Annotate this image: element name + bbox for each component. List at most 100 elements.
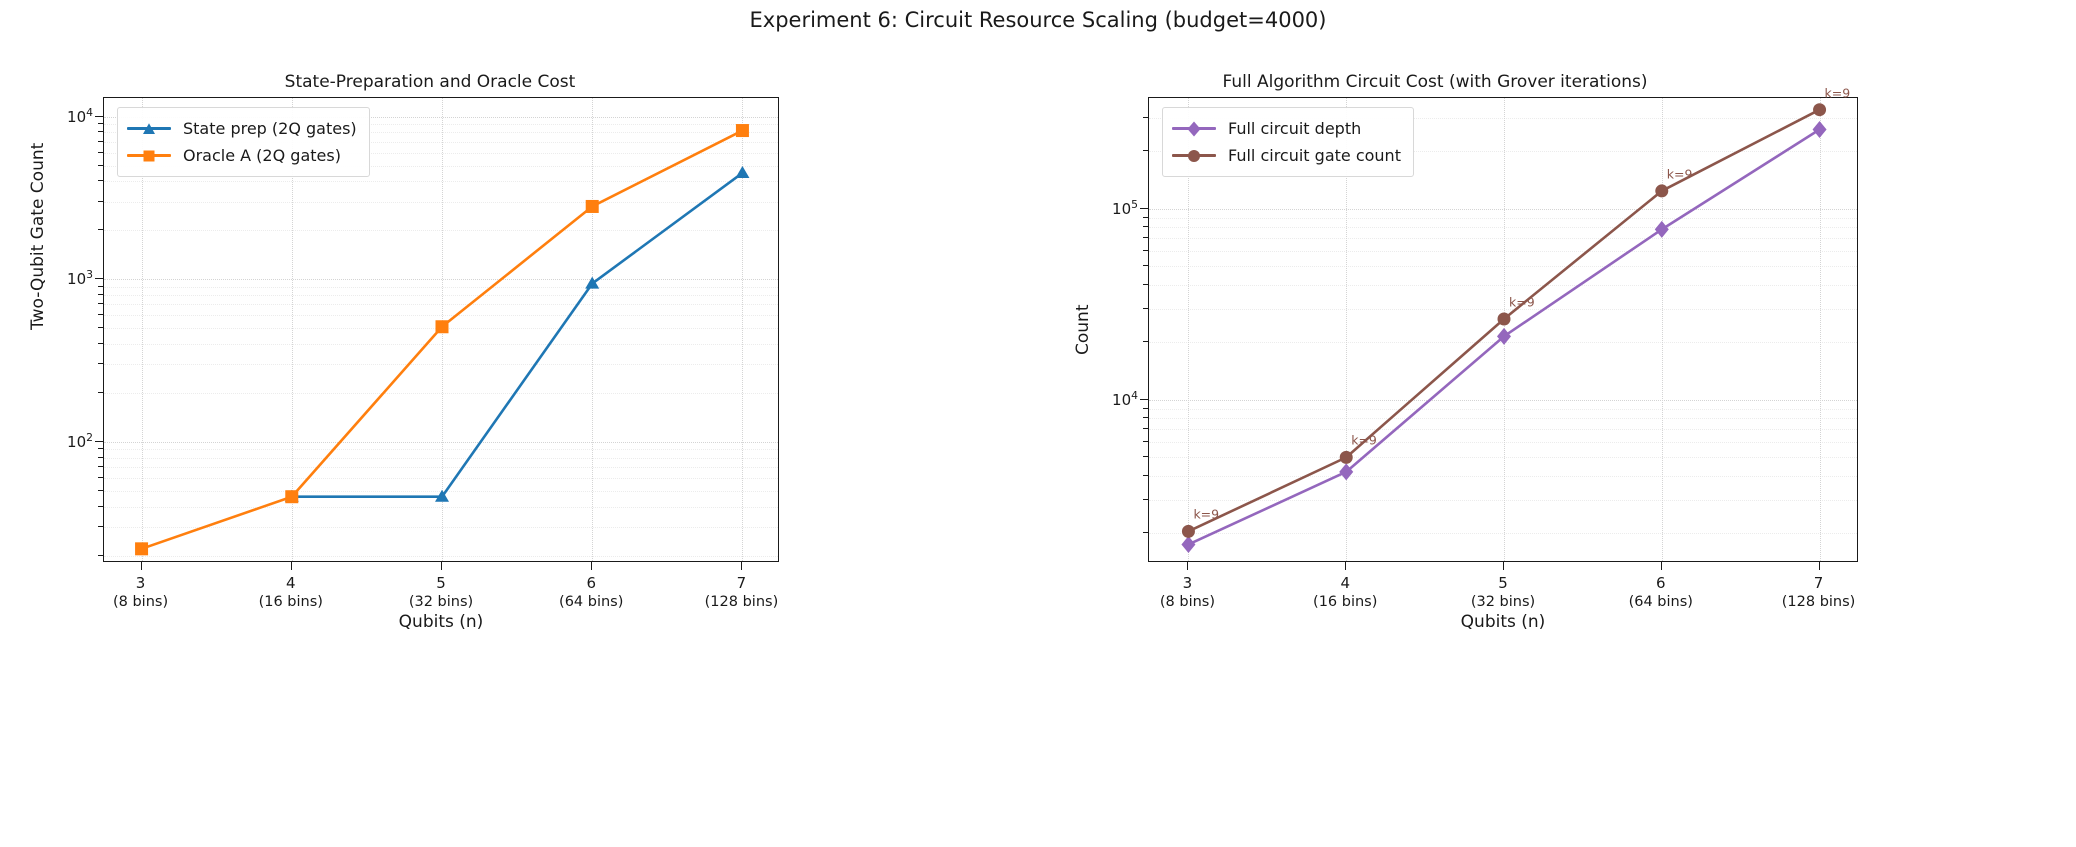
oracle-a-marker-icon [127, 148, 171, 164]
series-line [291, 171, 744, 499]
x-tick-label: 5 (32 bins) [1471, 574, 1535, 611]
x-tick-mark [1503, 562, 1504, 570]
data-point-marker [135, 542, 149, 556]
y-tick-mark [98, 391, 103, 393]
y-tick-mark [98, 122, 103, 124]
x-tick-primary: 3 [1182, 574, 1193, 592]
data-point-marker [435, 489, 449, 502]
y-tick-mark [98, 200, 103, 202]
data-point-marker [1654, 220, 1669, 238]
x-tick-primary: 3 [135, 574, 146, 592]
full-depth-marker-icon [1172, 121, 1216, 137]
x-tick-sublabel: (16 bins) [258, 593, 323, 610]
y-tick-mark [1143, 428, 1148, 430]
point-annotation: k=9 [1824, 85, 1851, 101]
data-point-marker [735, 124, 749, 138]
y-tick-mark [1143, 407, 1148, 409]
x-tick-mark [140, 562, 142, 570]
x-tick-sublabel: (32 bins) [408, 593, 474, 610]
y-tick-mark [98, 489, 103, 491]
left-y-axis-label: Two-Qubit Gate Count [28, 142, 48, 330]
point-annotation: k=9 [1351, 432, 1377, 448]
right-axes [1148, 97, 1858, 562]
x-tick-mark [1187, 562, 1189, 570]
data-point-marker [585, 276, 600, 289]
x-tick-primary: 4 [285, 574, 296, 592]
y-tick-mark [98, 363, 103, 365]
x-tick-sublabel: (8 bins) [112, 593, 169, 610]
y-tick-mark [1143, 237, 1148, 239]
y-tick-mark [1143, 532, 1148, 534]
data-point-marker [1339, 463, 1354, 481]
x-tick-label: 7 (128 bins) [705, 574, 779, 611]
y-tick-mark [1143, 116, 1148, 118]
x-tick-mark [290, 562, 292, 570]
y-tick-mark [98, 131, 103, 133]
y-tick-mark [98, 554, 103, 556]
x-tick-label: 3 (8 bins) [113, 574, 168, 611]
point-annotation: k=9 [1193, 506, 1220, 522]
x-tick-mark [1660, 562, 1662, 570]
data-point-marker [585, 199, 599, 213]
x-tick-primary: 5 [436, 574, 446, 592]
data-point-marker [1497, 327, 1511, 345]
y-tick-label: 105 [1112, 197, 1138, 218]
y-tick-mark [1143, 456, 1148, 458]
y-tick-mark [98, 448, 103, 450]
y-tick-label: 103 [67, 268, 93, 289]
data-point-marker [735, 165, 750, 178]
y-tick-mark [95, 115, 103, 117]
x-tick-sublabel: (32 bins) [1470, 593, 1536, 610]
y-tick-mark [98, 293, 103, 295]
y-tick-mark [1140, 398, 1148, 400]
data-point-marker [1813, 103, 1827, 117]
y-tick-mark [1143, 341, 1148, 343]
x-tick-primary: 6 [1655, 574, 1666, 592]
x-tick-primary: 7 [736, 574, 747, 592]
x-tick-label: 6 (64 bins) [1629, 574, 1693, 611]
y-tick-label: 104 [1112, 388, 1138, 409]
left-x-axis-label: Qubits (n) [398, 612, 484, 632]
legend-item-full-gate-count[interactable]: Full circuit gate count [1172, 142, 1401, 169]
data-point-marker [1497, 312, 1511, 326]
left-legend[interactable]: State prep (2Q gates) Oracle A (2Q gates… [117, 107, 370, 177]
x-tick-label: 5 (32 bins) [409, 574, 473, 611]
data-point-marker [1339, 450, 1353, 464]
y-tick-mark [98, 164, 103, 166]
x-tick-label: 6 (64 bins) [559, 574, 623, 611]
legend-item-oracle-a[interactable]: Oracle A (2Q gates) [127, 142, 357, 169]
y-tick-label: 104 [67, 105, 93, 126]
y-tick-mark [98, 466, 103, 468]
data-point-marker [1181, 524, 1195, 538]
x-tick-mark [441, 562, 442, 570]
x-tick-sublabel: (16 bins) [1313, 593, 1378, 610]
y-tick-mark [95, 440, 103, 442]
x-tick-label: 4 (16 bins) [259, 574, 323, 611]
x-tick-primary: 6 [586, 574, 596, 592]
x-tick-mark [1818, 562, 1820, 570]
legend-label-state-prep: State prep (2Q gates) [183, 119, 357, 138]
legend-label-full-gate-count: Full circuit gate count [1228, 146, 1401, 165]
y-tick-mark [1143, 150, 1148, 152]
full-gate-count-marker-icon [1172, 148, 1216, 164]
right-x-axis-label: Qubits (n) [1460, 612, 1546, 632]
legend-item-full-depth[interactable]: Full circuit depth [1172, 115, 1401, 142]
data-point-marker [1655, 184, 1669, 198]
legend-item-state-prep[interactable]: State prep (2Q gates) [127, 115, 357, 142]
y-tick-mark [1143, 265, 1148, 267]
right-y-axis-label: Count [1073, 304, 1093, 356]
y-tick-mark [1143, 216, 1148, 218]
x-tick-label: 4 (16 bins) [1313, 574, 1377, 611]
right-legend[interactable]: Full circuit depth Full circuit gate cou… [1162, 107, 1414, 177]
y-tick-mark [98, 303, 103, 305]
data-point-marker [1812, 120, 1827, 138]
y-tick-mark [1143, 474, 1148, 476]
y-tick-mark [95, 278, 103, 280]
y-tick-mark [1140, 207, 1148, 209]
x-tick-primary: 5 [1498, 574, 1508, 592]
y-tick-mark [98, 525, 103, 527]
x-tick-sublabel: (64 bins) [1628, 593, 1693, 610]
series-line [141, 129, 744, 551]
point-annotation: k=9 [1509, 294, 1535, 310]
